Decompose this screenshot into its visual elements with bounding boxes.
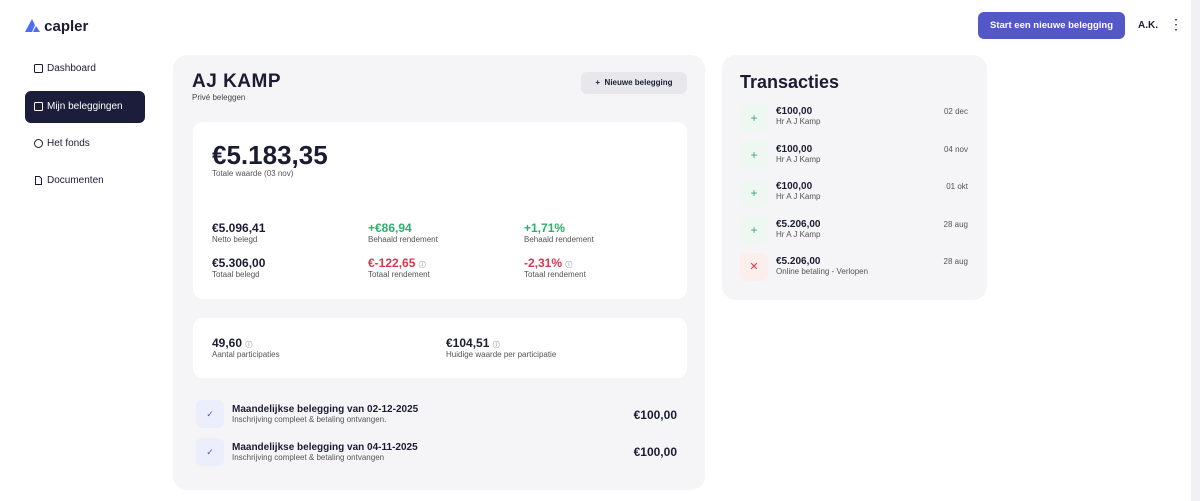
stat-value: €104,51 bbox=[446, 336, 490, 350]
logo-icon bbox=[25, 19, 40, 32]
total-value: €5.183,35 bbox=[212, 140, 328, 170]
payment-amount: €100,00 bbox=[633, 445, 677, 459]
transaction-amount: €100,00 bbox=[776, 181, 813, 192]
stat: €5.096,41 Netto belegd bbox=[212, 221, 265, 244]
nav-item[interactable]: Documenten bbox=[25, 165, 145, 197]
nav-item[interactable]: Dashboard bbox=[25, 53, 145, 85]
stat-value: +1,71% bbox=[524, 221, 566, 235]
transaction-icon: ✕ bbox=[740, 253, 768, 281]
transactions-title: Transacties bbox=[740, 72, 840, 92]
stat-value: -2,31% bbox=[524, 256, 563, 270]
stat-value: €5.306,00 bbox=[212, 256, 266, 270]
more-menu[interactable]: ⋮ bbox=[1169, 16, 1183, 32]
nav-label: Dashboard bbox=[47, 63, 96, 74]
transaction-amount: €100,00 bbox=[776, 144, 813, 155]
new-investment-button[interactable]: + Nieuwe belegging bbox=[581, 72, 687, 94]
nav-item[interactable]: Mijn beleggingen bbox=[25, 91, 145, 123]
account-subtitle: Privé beleggen bbox=[192, 93, 246, 102]
stat-value: €-122,65 bbox=[368, 256, 416, 270]
payment-row[interactable]: Maandelijkse belegging van 04-11-2025 Ins… bbox=[232, 442, 418, 462]
nav-item[interactable]: Het fonds bbox=[25, 128, 145, 160]
account-card: AJ KAMP Privé beleggen + Nieuwe beleggin… bbox=[173, 55, 705, 490]
nav-label: Documenten bbox=[47, 175, 104, 186]
transaction-icon: + bbox=[740, 104, 768, 132]
transaction-party: Online betaling - Verlopen bbox=[776, 267, 869, 276]
transaction-icon: + bbox=[740, 141, 768, 169]
payment-icon: ✓ bbox=[196, 400, 224, 428]
nav-icon bbox=[34, 139, 43, 148]
stat-value: +€86,94 bbox=[368, 221, 412, 235]
cta-button[interactable]: Start een nieuwe belegging bbox=[978, 12, 1125, 39]
logo[interactable]: capler bbox=[25, 18, 88, 35]
user-menu[interactable]: A.K. bbox=[1138, 20, 1158, 31]
transaction-date: 28 aug bbox=[943, 220, 968, 229]
transaction-amount: €5.206,00 bbox=[776, 219, 821, 230]
stat-label: Totaal rendement bbox=[524, 270, 586, 279]
stat-label: Aantal participaties bbox=[212, 350, 280, 359]
stat-label: Netto belegd bbox=[212, 235, 258, 244]
stat: -2,31% ⓘ Totaal rendement bbox=[524, 256, 586, 279]
transaction-date: 04 nov bbox=[943, 145, 968, 154]
transaction-date: 28 aug bbox=[943, 257, 968, 266]
total-label: Totale waarde (03 nov) bbox=[212, 169, 294, 178]
transaction-party: Hr A J Kamp bbox=[776, 230, 821, 239]
stat: €5.306,00 Totaal belegd bbox=[212, 256, 265, 279]
transaction-date: 01 okt bbox=[946, 182, 968, 191]
stat: €-122,65 ⓘ Totaal rendement bbox=[368, 256, 430, 279]
payment-row[interactable]: Maandelijkse belegging van 02-12-2025 Ins… bbox=[232, 404, 418, 424]
transaction[interactable]: €100,00 Hr A J Kamp bbox=[776, 106, 820, 126]
stat-label: Huidige waarde per participatie bbox=[446, 350, 557, 359]
transaction-icon: + bbox=[740, 179, 768, 207]
nav-label: Mijn beleggingen bbox=[47, 101, 123, 112]
payment-icon: ✓ bbox=[196, 438, 224, 466]
nav-label: Het fonds bbox=[47, 138, 90, 149]
stat-value: €5.096,41 bbox=[212, 221, 266, 235]
account-name: AJ KAMP bbox=[192, 71, 282, 92]
summary-panel: €5.183,35 Totale waarde (03 nov) €5.096,… bbox=[193, 122, 687, 299]
transaction[interactable]: €100,00 Hr A J Kamp bbox=[776, 181, 820, 201]
payment-title: Maandelijkse belegging van 02-12-2025 bbox=[232, 404, 419, 415]
transaction-amount: €5.206,00 bbox=[776, 256, 821, 267]
transaction-party: Hr A J Kamp bbox=[776, 117, 821, 126]
stat-label: Behaald rendement bbox=[524, 235, 594, 244]
stat: +1,71% Behaald rendement bbox=[524, 221, 594, 244]
stat: €104,51 ⓘ Huidige waarde per participatie bbox=[446, 336, 557, 359]
transaction[interactable]: €100,00 Hr A J Kamp bbox=[776, 144, 820, 164]
stat: +€86,94 Behaald rendement bbox=[368, 221, 438, 244]
transaction-amount: €100,00 bbox=[776, 106, 813, 117]
transaction-party: Hr A J Kamp bbox=[776, 155, 821, 164]
transaction[interactable]: €5.206,00 Online betaling - Verlopen bbox=[776, 256, 868, 276]
stat-label: Behaald rendement bbox=[368, 235, 438, 244]
payment-subtitle: Inschrijving compleet & betaling ontvang… bbox=[232, 415, 387, 424]
payment-title: Maandelijkse belegging van 04-11-2025 bbox=[232, 442, 418, 453]
stat-value: 49,60 bbox=[212, 336, 243, 350]
transaction-icon: + bbox=[740, 216, 768, 244]
participation-panel: 49,60 ⓘ Aantal participaties €104,51 ⓘ Hui… bbox=[193, 318, 687, 378]
stat-label: Totaal belegd bbox=[212, 270, 260, 279]
logo-text: capler bbox=[44, 18, 89, 35]
transactions-card: Transacties + €100,00 Hr A J Kamp 02 dec … bbox=[722, 55, 987, 300]
payment-amount: €100,00 bbox=[633, 408, 677, 422]
nav-icon bbox=[34, 64, 43, 73]
transaction-date: 02 dec bbox=[943, 107, 968, 116]
stat-label: Totaal rendement bbox=[368, 270, 430, 279]
button-label: Nieuwe belegging bbox=[604, 78, 673, 87]
scrollbar bbox=[1191, 0, 1200, 501]
transaction-party: Hr A J Kamp bbox=[776, 192, 821, 201]
payment-subtitle: Inschrijving compleet & betaling ontvang… bbox=[232, 453, 385, 462]
nav-icon bbox=[34, 102, 43, 111]
nav-icon bbox=[35, 176, 42, 185]
transaction[interactable]: €5.206,00 Hr A J Kamp bbox=[776, 219, 821, 239]
stat: 49,60 ⓘ Aantal participaties bbox=[212, 336, 280, 359]
